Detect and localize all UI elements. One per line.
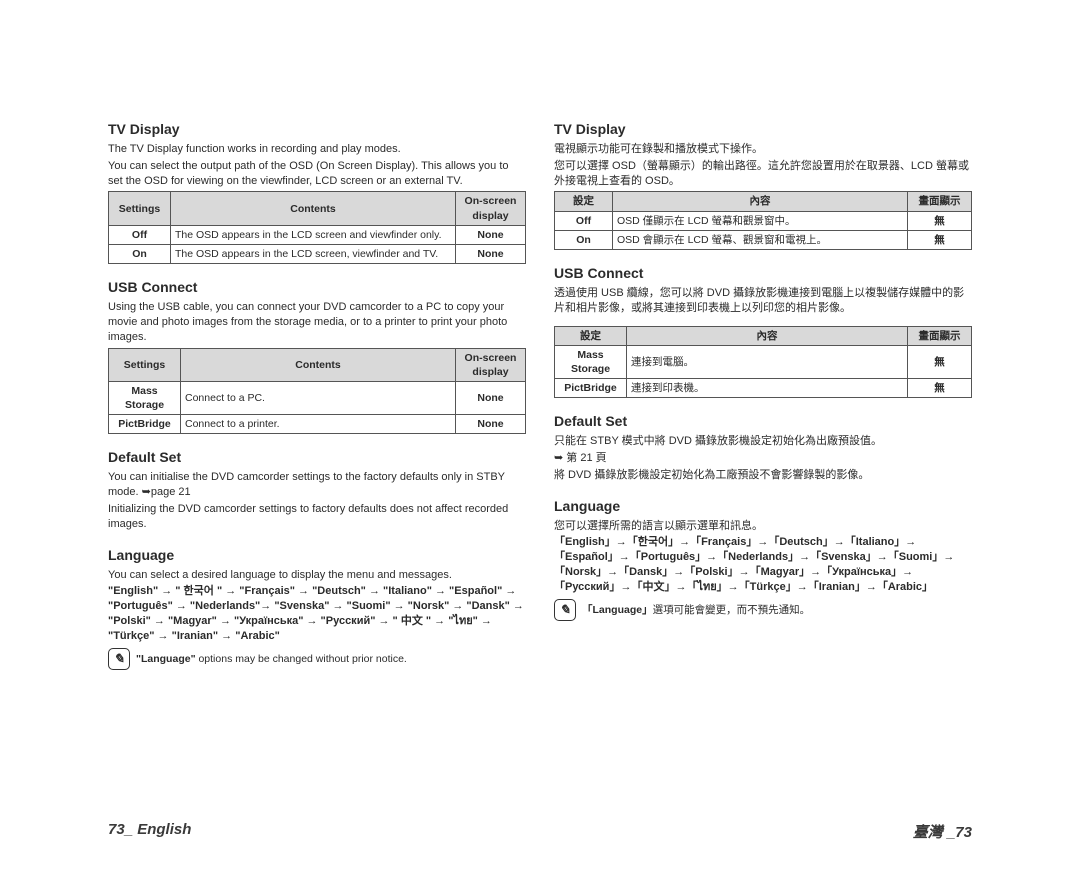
usb-para1: 透過使用 USB 纜線，您可以將 DVD 攝錄放影機連接到電腦上以複製儲存媒體中… xyxy=(554,286,972,316)
language-note-row: ✎ "Language" options may be changed with… xyxy=(108,648,526,670)
table-row: Off The OSD appears in the LCD screen an… xyxy=(109,225,526,244)
th-contents: 內容 xyxy=(627,326,908,345)
language-section-en: Language You can select a desired langua… xyxy=(108,546,526,670)
language-note: 「Language」選項可能會變更，而不預先通知。 xyxy=(582,599,810,617)
cell-display: 無 xyxy=(908,345,972,378)
th-onscreen: On-screen display xyxy=(456,348,526,381)
default-set-section-en: Default Set You can initialise the DVD c… xyxy=(108,448,526,531)
table-row: PictBridge 連接到印表機。 無 xyxy=(555,379,972,398)
th-onscreen: On-screen display xyxy=(456,192,526,225)
default-para1: 只能在 STBY 模式中將 DVD 攝錄放影機設定初始化為出廠預設值。 xyxy=(554,434,972,449)
cell-content: OSD 僅顯示在 LCD 螢幕和觀景窗中。 xyxy=(613,211,908,230)
tv-display-para1: The TV Display function works in recordi… xyxy=(108,142,526,157)
usb-table-zh: 設定 內容 畫面顯示 Mass Storage 連接到電腦。 無 PictBri… xyxy=(554,326,972,399)
cell-display: 無 xyxy=(908,230,972,249)
default-para2: Initializing the DVD camcorder settings … xyxy=(108,502,526,532)
th-contents: 內容 xyxy=(613,192,908,211)
language-note: "Language" options may be changed withou… xyxy=(136,648,407,666)
usb-para1: Using the USB cable, you can connect you… xyxy=(108,300,526,345)
tv-display-section-zh: TV Display 電視顯示功能可在錄製和播放模式下操作。 您可以選擇 OSD… xyxy=(554,120,972,250)
cell-content: OSD 會顯示在 LCD 螢幕、觀景窗和電視上。 xyxy=(613,230,908,249)
table-row: Mass Storage Connect to a PC. None xyxy=(109,381,526,414)
cell-content: 連接到印表機。 xyxy=(627,379,908,398)
tv-display-para1: 電視顯示功能可在錄製和播放模式下操作。 xyxy=(554,142,972,157)
tv-display-para2: You can select the output path of the OS… xyxy=(108,159,526,189)
usb-heading: USB Connect xyxy=(554,264,972,283)
default-para2: ➥ 第 21 頁 xyxy=(554,451,972,466)
th-settings: Settings xyxy=(109,348,181,381)
default-heading: Default Set xyxy=(554,412,972,431)
th-contents: Contents xyxy=(171,192,456,225)
page-footer: 73_ English 臺灣 _73 xyxy=(108,821,972,842)
cell-content: 連接到電腦。 xyxy=(627,345,908,378)
table-row: Mass Storage 連接到電腦。 無 xyxy=(555,345,972,378)
th-contents: Contents xyxy=(181,348,456,381)
table-row: PictBridge Connect to a printer. None xyxy=(109,415,526,434)
usb-table-en: Settings Contents On-screen display Mass… xyxy=(108,348,526,435)
cell-display: 無 xyxy=(908,379,972,398)
th-settings: 設定 xyxy=(555,192,613,211)
th-settings: Settings xyxy=(109,192,171,225)
default-para1: You can initialise the DVD camcorder set… xyxy=(108,470,526,500)
th-onscreen: 畫面顯示 xyxy=(908,326,972,345)
cell-setting: On xyxy=(555,230,613,249)
cell-display: None xyxy=(456,415,526,434)
language-para1: You can select a desired language to dis… xyxy=(108,568,526,583)
note-icon: ✎ xyxy=(554,599,576,621)
right-column: TV Display 電視顯示功能可在錄製和播放模式下操作。 您可以選擇 OSD… xyxy=(554,120,972,684)
language-heading: Language xyxy=(108,546,526,565)
table-row: On OSD 會顯示在 LCD 螢幕、觀景窗和電視上。 無 xyxy=(555,230,972,249)
language-list: 「English」→「한국어」→「Français」→「Deutsch」→「It… xyxy=(554,535,972,594)
default-heading: Default Set xyxy=(108,448,526,467)
tv-display-table-en: Settings Contents On-screen display Off … xyxy=(108,191,526,264)
note-icon: ✎ xyxy=(108,648,130,670)
cell-setting: PictBridge xyxy=(555,379,627,398)
th-onscreen: 畫面顯示 xyxy=(908,192,972,211)
footer-right: 臺灣 _73 xyxy=(913,821,972,842)
default-set-section-zh: Default Set 只能在 STBY 模式中將 DVD 攝錄放影機設定初始化… xyxy=(554,412,972,482)
table-row: On The OSD appears in the LCD screen, vi… xyxy=(109,244,526,263)
usb-connect-section-zh: USB Connect 透過使用 USB 纜線，您可以將 DVD 攝錄放影機連接… xyxy=(554,264,972,398)
cell-setting: PictBridge xyxy=(109,415,181,434)
tv-display-para2: 您可以選擇 OSD（螢幕顯示）的輸出路徑。這允許您設置用於在取景器、LCD 螢幕… xyxy=(554,159,972,189)
language-note-row: ✎ 「Language」選項可能會變更，而不預先通知。 xyxy=(554,599,972,621)
tv-display-table-zh: 設定 內容 畫面顯示 Off OSD 僅顯示在 LCD 螢幕和觀景窗中。 無 O… xyxy=(554,191,972,250)
th-settings: 設定 xyxy=(555,326,627,345)
cell-content: The OSD appears in the LCD screen, viewf… xyxy=(171,244,456,263)
cell-display: None xyxy=(456,225,526,244)
tv-display-heading: TV Display xyxy=(108,120,526,139)
cell-display: None xyxy=(456,381,526,414)
language-heading: Language xyxy=(554,497,972,516)
cell-setting: Mass Storage xyxy=(109,381,181,414)
cell-setting: Off xyxy=(555,211,613,230)
tv-display-heading: TV Display xyxy=(554,120,972,139)
cell-setting: Mass Storage xyxy=(555,345,627,378)
footer-left: 73_ English xyxy=(108,821,191,842)
cell-content: The OSD appears in the LCD screen and vi… xyxy=(171,225,456,244)
cell-content: Connect to a printer. xyxy=(181,415,456,434)
language-para1: 您可以選擇所需的語言以顯示選單和訊息。 xyxy=(554,519,972,534)
table-row: Off OSD 僅顯示在 LCD 螢幕和觀景窗中。 無 xyxy=(555,211,972,230)
default-para3: 將 DVD 攝錄放影機設定初始化為工廠預設不會影響錄製的影像。 xyxy=(554,468,972,483)
cell-display: 無 xyxy=(908,211,972,230)
tv-display-section-en: TV Display The TV Display function works… xyxy=(108,120,526,264)
cell-setting: On xyxy=(109,244,171,263)
cell-setting: Off xyxy=(109,225,171,244)
usb-connect-section-en: USB Connect Using the USB cable, you can… xyxy=(108,278,526,434)
usb-heading: USB Connect xyxy=(108,278,526,297)
left-column: TV Display The TV Display function works… xyxy=(108,120,526,684)
language-list: "English" → " 한국어 " → "Français" → "Deut… xyxy=(108,584,526,643)
cell-display: None xyxy=(456,244,526,263)
cell-content: Connect to a PC. xyxy=(181,381,456,414)
language-section-zh: Language 您可以選擇所需的語言以顯示選單和訊息。 「English」→「… xyxy=(554,497,972,621)
